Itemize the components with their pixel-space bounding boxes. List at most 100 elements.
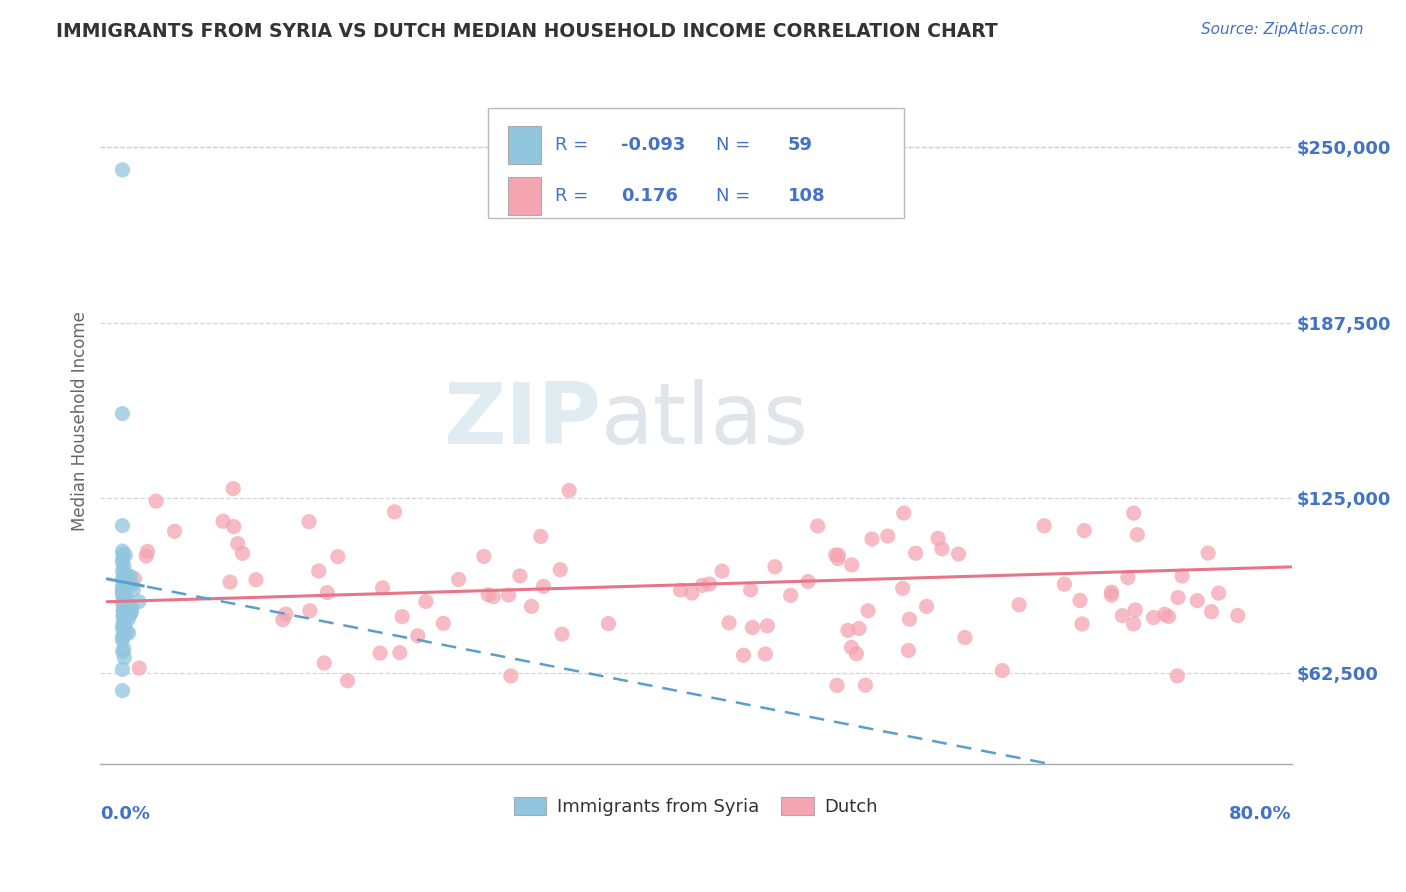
Point — [520, 599, 543, 614]
Point — [827, 551, 849, 566]
Point — [112, 608, 135, 623]
Point — [114, 599, 136, 614]
Point — [827, 548, 849, 562]
Point — [120, 605, 142, 619]
Point — [298, 604, 321, 618]
Point — [953, 631, 976, 645]
Point — [226, 536, 249, 550]
Point — [384, 505, 406, 519]
Point — [231, 546, 253, 560]
Point — [841, 640, 863, 655]
Point — [391, 609, 413, 624]
Point — [1008, 598, 1031, 612]
Point — [112, 604, 135, 618]
Point — [1187, 593, 1209, 607]
Point — [274, 607, 297, 621]
Point — [117, 626, 139, 640]
Point — [447, 573, 470, 587]
Point — [112, 608, 135, 623]
Point — [669, 583, 692, 598]
Point — [1142, 610, 1164, 624]
Point — [1171, 569, 1194, 583]
Point — [111, 582, 134, 597]
Point — [212, 514, 235, 528]
Text: 0.0%: 0.0% — [100, 805, 150, 823]
Point — [1069, 593, 1091, 607]
Point — [876, 529, 898, 543]
Point — [533, 579, 555, 593]
Point — [897, 643, 920, 657]
Point — [388, 646, 411, 660]
Point — [551, 627, 574, 641]
Point — [406, 629, 429, 643]
Point — [111, 407, 134, 421]
Point — [1071, 617, 1094, 632]
Point — [856, 604, 879, 618]
Point — [1167, 591, 1189, 605]
Point — [316, 585, 339, 599]
Point — [114, 548, 136, 562]
Point — [1053, 577, 1076, 591]
Point — [219, 575, 242, 590]
Text: R =: R = — [555, 187, 595, 205]
Point — [904, 546, 927, 560]
Text: ZIP: ZIP — [443, 379, 600, 462]
Point — [741, 621, 763, 635]
Point — [115, 579, 138, 593]
Text: Source: ZipAtlas.com: Source: ZipAtlas.com — [1201, 22, 1364, 37]
Point — [115, 625, 138, 640]
Point — [114, 621, 136, 635]
Point — [893, 506, 915, 520]
Point — [1122, 616, 1144, 631]
Point — [111, 578, 134, 592]
Point — [111, 582, 134, 597]
Point — [779, 588, 801, 602]
Bar — [508, 126, 541, 163]
Point — [121, 577, 143, 591]
Point — [558, 483, 581, 498]
Point — [432, 616, 454, 631]
Text: 0.176: 0.176 — [621, 187, 678, 205]
Point — [111, 572, 134, 586]
Point — [326, 549, 349, 564]
Point — [1153, 607, 1175, 622]
Point — [111, 589, 134, 603]
Point — [124, 572, 146, 586]
Point — [112, 567, 135, 582]
Point — [415, 594, 437, 608]
Point — [112, 628, 135, 642]
Point — [117, 612, 139, 626]
Point — [120, 607, 142, 621]
Point — [1033, 518, 1056, 533]
Point — [111, 631, 134, 645]
Point — [548, 563, 571, 577]
Point — [1073, 524, 1095, 538]
Point — [763, 559, 786, 574]
Point — [699, 577, 721, 591]
Point — [891, 582, 914, 596]
Point — [368, 646, 391, 660]
Point — [754, 647, 776, 661]
Point — [114, 595, 136, 609]
Point — [136, 544, 159, 558]
Point — [114, 603, 136, 617]
Point — [1126, 527, 1149, 541]
Point — [371, 581, 394, 595]
Text: atlas: atlas — [600, 379, 808, 462]
Point — [860, 532, 883, 546]
Point — [1116, 571, 1139, 585]
FancyBboxPatch shape — [488, 108, 904, 219]
Point — [841, 558, 863, 572]
Text: 108: 108 — [787, 187, 825, 205]
Point — [898, 612, 921, 626]
Point — [991, 664, 1014, 678]
Point — [128, 594, 150, 608]
Point — [112, 604, 135, 618]
Point — [112, 620, 135, 634]
Point — [135, 549, 157, 563]
Point — [115, 607, 138, 622]
Point — [498, 588, 520, 602]
Point — [1111, 608, 1133, 623]
Point — [845, 647, 868, 661]
Point — [111, 662, 134, 676]
